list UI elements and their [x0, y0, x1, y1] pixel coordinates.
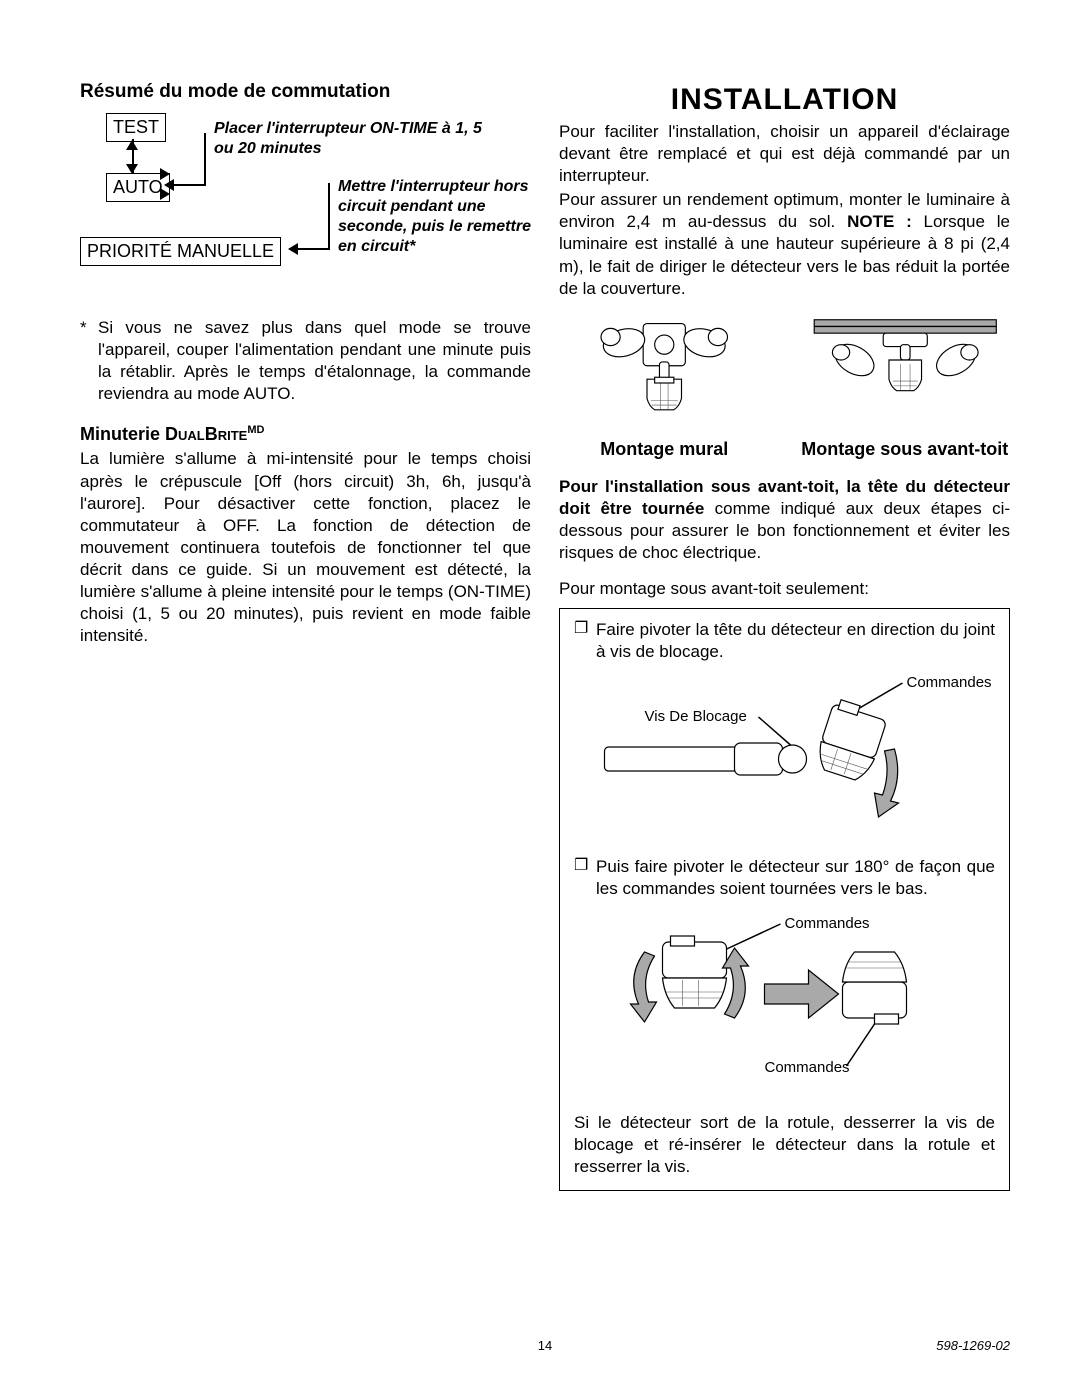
- eave-mount-icon: [800, 314, 1011, 429]
- installation-title: INSTALLATION: [559, 80, 1010, 119]
- svg-text:Commandes: Commandes: [785, 915, 870, 932]
- svg-text:Commandes: Commandes: [907, 674, 992, 691]
- flow-note-ontime: Placer l'interrupteur ON-TIME à 1, 5 ou …: [214, 119, 484, 159]
- eave-steps-box: ❐ Faire pivoter la tête du détecteur en …: [559, 608, 1010, 1191]
- flow-test-box: TEST: [106, 113, 166, 142]
- switch-summary-title: Résumé du mode de commutation: [80, 80, 531, 105]
- step-1-diagram: Commandes Vis De Blocage: [574, 669, 995, 839]
- svg-text:Commandes: Commandes: [765, 1059, 850, 1076]
- flow-manual-box: PRIORITÉ MANUELLE: [80, 237, 281, 266]
- wall-mount-icon: [559, 314, 770, 429]
- svg-text:Vis De Blocage: Vis De Blocage: [645, 708, 747, 725]
- installation-p2: Pour assurer un rendement optimum, monte…: [559, 189, 1010, 299]
- step-1: ❐ Faire pivoter la tête du détecteur en …: [574, 619, 995, 663]
- mode-asterisk-note: * Si vous ne savez plus dans quel mode s…: [80, 317, 531, 405]
- dualbrite-paragraph: La lumière s'allume à mi-intensité pour …: [80, 448, 531, 647]
- flow-note-manual: Mettre l'interrupteur hors circuit penda…: [338, 177, 538, 257]
- switch-summary-diagram: TEST AUTO PRIORITÉ MANUELLE Placer l'int…: [80, 113, 531, 313]
- step-2-diagram: Commandes: [574, 906, 995, 1096]
- wall-mount-label: Montage mural: [559, 439, 770, 460]
- installation-p1: Pour faciliter l'installation, choisir u…: [559, 121, 1010, 187]
- page-number: 14: [80, 1338, 1010, 1355]
- dualbrite-title: Minuterie DualBriteMD: [80, 423, 531, 446]
- eave-mount-label: Montage sous avant-toit: [800, 439, 1011, 460]
- eave-warning: Pour l'installation sous avant-toit, la …: [559, 476, 1010, 564]
- step-end-note: Si le détecteur sort de la rotule, desse…: [574, 1112, 995, 1178]
- step-2: ❐ Puis faire pivoter le détecteur sur 18…: [574, 856, 995, 900]
- eave-only-note: Pour montage sous avant-toit seulement:: [559, 578, 1010, 600]
